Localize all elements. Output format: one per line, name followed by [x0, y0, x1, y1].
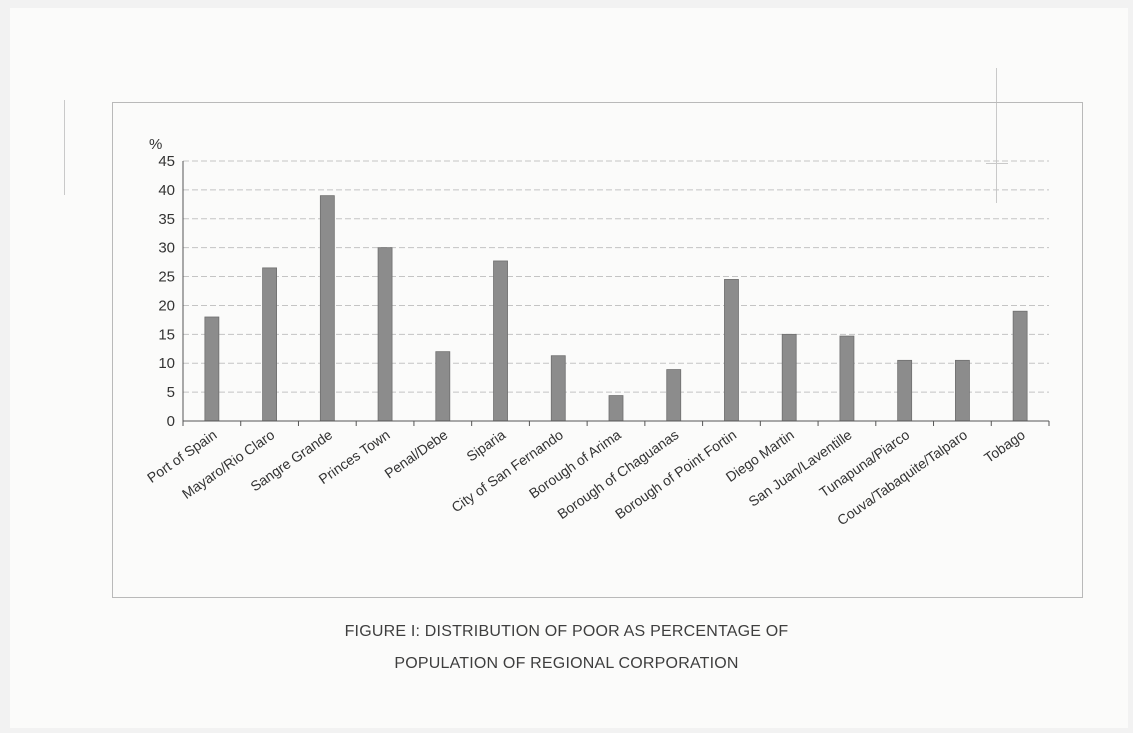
bar-sangre-grande [319, 195, 335, 422]
bar-siparia [493, 260, 508, 422]
scan-artifact-line [986, 163, 1008, 164]
bar-borough-of-arima [608, 395, 624, 422]
bar-tunapuna-piarco [897, 359, 913, 422]
y-tick-label: 30 [158, 240, 175, 257]
x-tick-label: Tobago [981, 426, 1028, 466]
y-tick-label: 10 [158, 355, 175, 372]
y-tick-label: 45 [158, 153, 175, 170]
bar-borough-of-point-fortin [724, 279, 739, 422]
y-axis-ticks: 0 5 10 15 20 25 30 35 40 45 [158, 153, 175, 430]
bar-mayaro-rio-claro [262, 267, 278, 422]
x-tick-label: Siparia [463, 426, 508, 464]
y-axis-unit-label: % [149, 136, 162, 153]
x-tick-label: Penal/Debe [381, 426, 450, 481]
y-tick-label: 25 [158, 269, 175, 286]
y-tick-label: 35 [158, 211, 175, 228]
bar-port-of-spain [204, 316, 220, 422]
bar-diego-martin [781, 333, 797, 422]
bar-princes-town [377, 247, 393, 422]
y-tick-label: 15 [158, 326, 175, 343]
figure-caption-line-1: FIGURE I: DISTRIBUTION OF POOR AS PERCEN… [344, 623, 789, 640]
bar-borough-of-chaguanas [666, 369, 682, 422]
y-tick-label: 0 [167, 413, 175, 430]
x-tick-label: San Juan/Laventille [745, 426, 854, 509]
axes [182, 161, 1050, 426]
bar-san-juan-laventille [839, 335, 855, 422]
scan-artifact-line [996, 68, 997, 203]
y-tick-label: 40 [158, 182, 175, 199]
bars [204, 195, 1028, 422]
bar-chart: % 0 5 10 15 20 25 30 35 40 45 Port of SpainMayaro… [144, 136, 1050, 528]
figure-caption-line-2: POPULATION OF REGIONAL CORPORATION [394, 655, 739, 672]
document-page [10, 8, 1128, 728]
bar-penal-debe [435, 351, 451, 422]
gridlines [183, 160, 1049, 393]
bar-tobago [1012, 310, 1028, 422]
bar-couva-tabaquite-talparo [955, 359, 970, 422]
scan-artifact-line [64, 100, 65, 195]
bar-city-of-san-fernando [550, 355, 566, 422]
chart-frame: % 0 5 10 15 20 25 30 35 40 45 Port of Spain Mayaro… [112, 102, 1083, 598]
y-tick-label: 20 [158, 297, 175, 314]
y-tick-label: 5 [167, 384, 175, 401]
